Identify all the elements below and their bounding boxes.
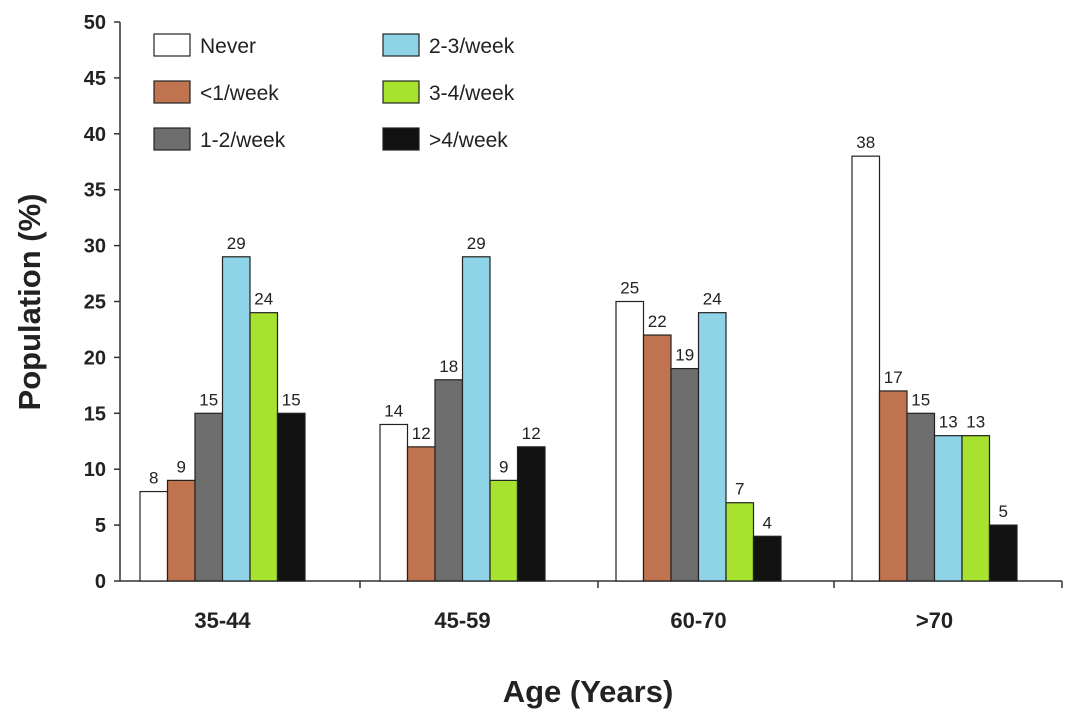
bar xyxy=(194,412,224,582)
bar xyxy=(276,412,306,582)
bar xyxy=(933,435,963,582)
legend-label: >4/week xyxy=(429,129,508,152)
y-axis-title: Population (%) xyxy=(12,194,47,411)
data-label: 24 xyxy=(254,290,273,309)
y-tick-label: 50 xyxy=(84,12,106,34)
legend-swatch xyxy=(382,33,420,57)
data-label: 15 xyxy=(282,390,301,409)
bar xyxy=(906,412,936,582)
y-tick-label: 30 xyxy=(84,236,106,258)
bar xyxy=(379,423,409,582)
data-label: 17 xyxy=(884,368,903,387)
bar xyxy=(516,446,546,582)
data-label: 9 xyxy=(177,457,186,476)
x-ticks: 35-44 45-59 60-70 >70 xyxy=(194,581,1063,633)
data-label: 29 xyxy=(227,234,246,253)
y-tick-label: 40 xyxy=(84,124,106,146)
bar xyxy=(851,155,881,582)
data-label: 19 xyxy=(675,346,694,365)
bar xyxy=(752,535,782,582)
bar xyxy=(961,435,991,582)
data-label: 13 xyxy=(966,413,985,432)
data-label: 29 xyxy=(467,234,486,253)
data-labels: 8 14 25 38 9 12 22 17 15 18 19 15 29 29 24 13 24 9 7 13 15 12… xyxy=(149,133,1008,532)
y-tick-label: 45 xyxy=(84,68,106,90)
bar xyxy=(725,502,755,582)
data-label: 15 xyxy=(911,390,930,409)
data-label: 7 xyxy=(735,480,744,499)
x-tick-label: >70 xyxy=(916,608,953,633)
legend-swatch xyxy=(153,80,191,104)
data-label: 24 xyxy=(703,290,722,309)
data-label: 25 xyxy=(620,279,639,298)
bar xyxy=(406,446,436,582)
bar xyxy=(249,312,279,582)
bar xyxy=(988,524,1018,582)
data-label: 13 xyxy=(939,413,958,432)
legend-label: 2-3/week xyxy=(429,35,515,58)
x-tick-label: 60-70 xyxy=(670,608,726,633)
bar xyxy=(697,312,727,582)
bar xyxy=(221,256,251,582)
y-tick-label: 10 xyxy=(84,459,106,481)
data-label: 22 xyxy=(648,312,667,331)
legend-label: 3-4/week xyxy=(429,82,515,105)
y-tick-label: 35 xyxy=(84,180,106,202)
x-tick-label: 45-59 xyxy=(434,608,490,633)
y-tick-label: 0 xyxy=(95,571,106,593)
bar xyxy=(670,367,700,582)
legend-label: 1-2/week xyxy=(200,129,286,152)
data-label: 18 xyxy=(439,357,458,376)
data-label: 4 xyxy=(763,513,772,532)
y-tick-label: 15 xyxy=(84,403,106,425)
data-label: 5 xyxy=(999,502,1008,521)
data-label: 14 xyxy=(384,401,403,420)
y-ticks: 0 5 10 15 20 25 30 35 40 45 50 xyxy=(84,12,120,593)
bar xyxy=(489,479,519,582)
legend-swatch xyxy=(382,127,420,151)
bar xyxy=(878,390,908,582)
bars xyxy=(139,155,1018,582)
bar xyxy=(434,379,464,582)
y-tick-label: 25 xyxy=(84,292,106,314)
legend: Never <1/week 1-2/week 2-3/week 3-4/week >4/w… xyxy=(153,33,515,152)
legend-swatch xyxy=(153,33,191,57)
x-tick-label: 35-44 xyxy=(194,608,251,633)
bar xyxy=(461,256,491,582)
bar xyxy=(139,490,169,582)
legend-swatch xyxy=(153,127,191,151)
data-label: 8 xyxy=(149,469,158,488)
x-axis-title: Age (Years) xyxy=(503,674,674,709)
bar xyxy=(615,300,645,582)
data-label: 12 xyxy=(412,424,431,443)
data-label: 12 xyxy=(522,424,541,443)
y-tick-label: 5 xyxy=(95,515,106,537)
legend-label: <1/week xyxy=(200,82,279,105)
data-label: 9 xyxy=(499,457,508,476)
data-label: 15 xyxy=(199,390,218,409)
bar xyxy=(166,479,196,582)
y-tick-label: 20 xyxy=(84,347,106,369)
legend-swatch xyxy=(382,80,420,104)
bar xyxy=(642,334,672,582)
legend-label: Never xyxy=(200,35,256,58)
data-label: 38 xyxy=(856,133,875,152)
